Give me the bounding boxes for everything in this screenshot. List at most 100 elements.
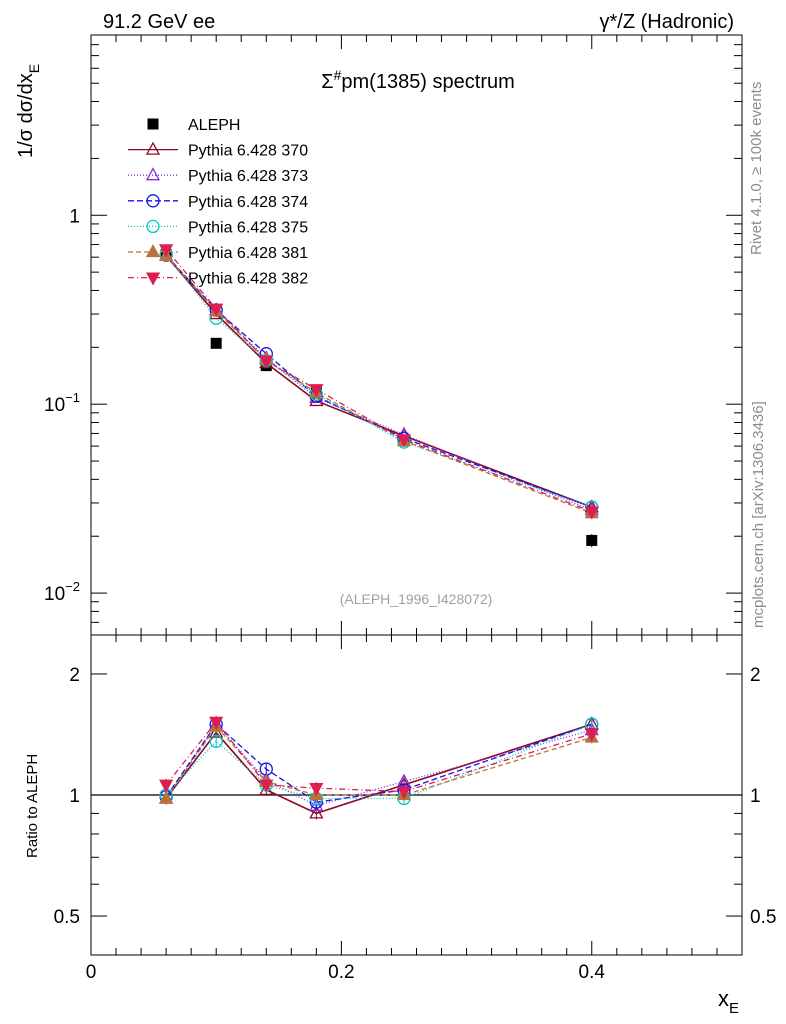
legend-label: Pythia 6.428 374 [188,194,308,211]
main-series-line [165,255,593,514]
main-data-point [210,337,222,349]
main-data-point [159,244,174,258]
ratio-data-point [309,797,324,811]
ratio-y-tick-label-left: 2 [69,665,80,686]
ratio-data-point [396,786,412,800]
x-axis-label-text: x [718,986,729,1011]
main-y-tick-base: 1 [69,206,80,227]
ratio-series-line [165,723,593,800]
ratio-y-tick-label-left: 0.5 [54,907,80,928]
main-title: Σ#pm(1385) spectrum [321,67,515,93]
ratio-tick-labels: 2 2 1 1 0.5 0.5 0 0.2 0.4 [54,665,777,983]
main-data-point [396,434,412,448]
main-series-line [165,254,592,508]
main-panel: 110−110−2 Σ#pm(1385) spectrum 1/σ dσ/dxE… [15,34,743,636]
legend-entry: Pythia 6.428 375 [128,219,308,236]
ratio-y-tick-label-left: 1 [69,786,80,807]
x-axis-label-subscript: E [729,1000,739,1017]
ratio-data-point [159,790,174,804]
legend-label: Pythia 6.428 381 [188,245,308,262]
main-y-tick-labels: 110−110−2 [44,206,80,605]
main-axis-ticks [90,34,743,636]
legend-entry: Pythia 6.428 370 [128,141,308,160]
ratio-panel: 2 2 1 1 0.5 0.5 0 0.2 0.4 Ratio to ALEPH xE [24,634,777,1017]
main-y-tick-base: 10 [44,584,65,605]
main-y-tick-exponent: −1 [65,390,80,405]
legend: ALEPH Pythia 6.428 370 Pythia 6.428 373 Pyt… [128,117,308,288]
legend-label: Pythia 6.428 382 [188,271,308,288]
legend-marker [147,118,159,130]
main-y-tick-exponent: −2 [65,579,80,594]
main-data-point [309,384,324,398]
main-title-symbol: Σ [321,71,333,93]
ratio-y-axis-label: Ratio to ALEPH [24,754,41,858]
main-data-point [584,506,599,520]
ratio-series-line [165,723,593,815]
legend-entry: Pythia 6.428 374 [128,194,308,211]
legend-label: Pythia 6.428 373 [188,168,308,185]
legend-entry: Pythia 6.428 382 [128,271,308,288]
ratio-data-point [309,783,324,797]
ratio-y-tick-label-right: 0.5 [750,907,776,928]
ratio-data-point [209,734,223,748]
main-y-tick-label: 10−2 [44,579,80,605]
main-y-tick-label: 1 [69,206,80,227]
ratio-data-point [584,728,599,742]
legend-marker [145,272,161,286]
main-data-point [209,303,224,317]
legend-entry: ALEPH [147,117,240,134]
ratio-data-point [209,716,224,730]
main-series-line [165,248,593,513]
x-tick-label: 0 [86,962,97,983]
ratio-data-point [159,779,174,793]
ratio-data-point [309,805,324,819]
x-tick-label: 0.2 [328,962,354,983]
svg-text:mcplots.cern.ch [arXiv:1306.34: mcplots.cern.ch [arXiv:1306.3436] [750,401,767,628]
main-y-axis-label: 1/σ dσ/dxE [15,64,42,158]
rivet-version-label: Rivet 4.1.0, ≥ 100k events [748,82,765,255]
main-series-lines [165,248,593,514]
legend-marker [145,141,161,155]
ratio-y-tick-label-right: 1 [750,786,761,807]
svg-text:Rivet 4.1.0, ≥ 100k events: Rivet 4.1.0, ≥ 100k events [748,82,765,255]
main-title-text: pm(1385) spectrum [341,71,514,93]
header-energy-label: 91.2 GeV ee [103,11,215,33]
ratio-series-line [165,723,592,803]
main-series-markers [159,244,599,548]
legend-label: Pythia 6.428 375 [188,219,308,236]
analysis-watermark: (ALEPH_1996_I428072) [340,591,493,607]
main-y-axis-label-text: 1/σ dσ/dx [15,73,37,158]
ratio-series-markers [159,715,599,820]
main-data-point [259,355,274,369]
main-data-point [586,534,598,546]
x-axis-label: xE [718,986,739,1017]
main-series-line [165,254,592,508]
ratio-series-lines [165,720,593,815]
main-y-tick-label: 10−1 [44,390,80,416]
legend-label: ALEPH [188,117,240,134]
main-y-axis-label-subscript: E [26,64,42,73]
legend-entry: Pythia 6.428 373 [128,167,308,185]
ratio-data-point [259,779,274,793]
legend-marker [146,194,160,208]
svg-text:1/σ dσ/dxE: 1/σ dσ/dxE [15,64,42,158]
ratio-series-line [165,720,592,793]
ratio-series-line [165,723,592,807]
header-process-label: γ*/Z (Hadronic) [600,11,734,33]
ratio-data-point [259,781,274,795]
main-series-line [165,255,593,508]
ratio-y-axis-label-text: Ratio to ALEPH [24,754,41,858]
mcplots-reference-label: mcplots.cern.ch [arXiv:1306.3436] [750,401,767,628]
ratio-series-line [165,725,592,799]
main-title-superscript: # [334,67,342,83]
ratio-y-tick-label-right: 2 [750,665,761,686]
x-tick-label: 0.4 [579,962,606,983]
main-y-tick-base: 10 [44,395,65,416]
legend-entry: Pythia 6.428 381 [128,244,308,262]
main-series-line [165,255,593,511]
legend-label: Pythia 6.428 370 [188,143,308,160]
legend-marker [146,219,160,234]
legend-marker [145,244,161,258]
legend-marker [145,167,161,181]
